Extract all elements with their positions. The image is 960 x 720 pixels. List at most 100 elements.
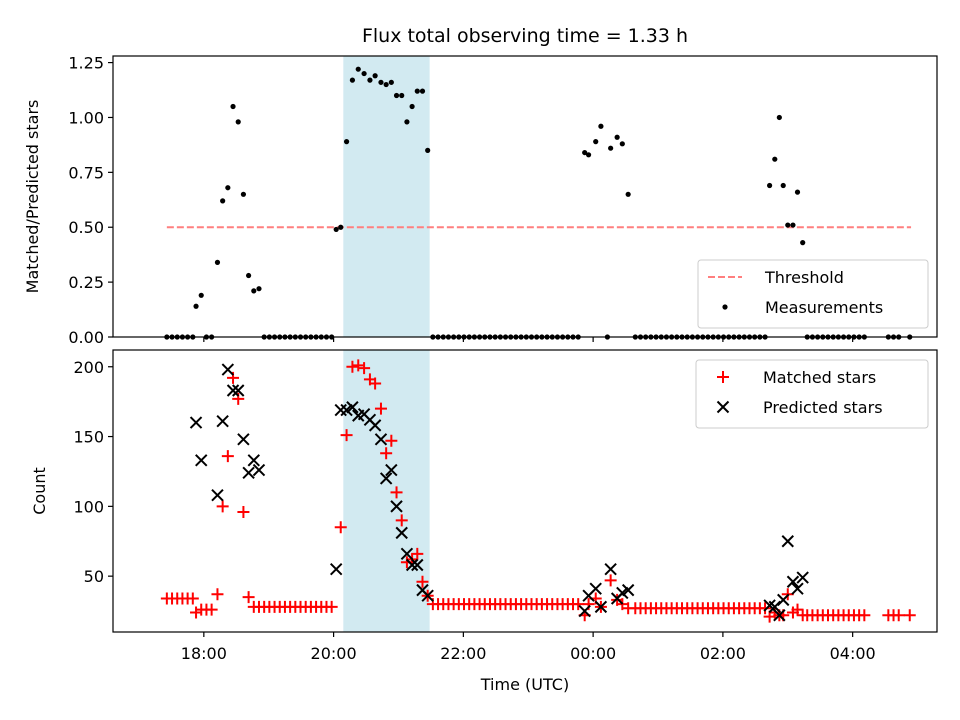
- y-tick-label: 100: [73, 497, 104, 516]
- matched-star-marker: [385, 434, 398, 447]
- y-tick-label: 0.00: [68, 328, 104, 347]
- measurement-point: [230, 103, 236, 110]
- legend: Matched stars Predicted stars: [695, 359, 929, 429]
- predicted-star-marker: [242, 466, 255, 480]
- highlight-band: [343, 56, 430, 337]
- predicted-star-marker: [226, 384, 240, 397]
- x-tick-label: 22:00: [440, 644, 486, 663]
- matched-star-marker: [352, 359, 365, 372]
- measurement-point: [367, 77, 373, 83]
- matched-star-marker: [190, 606, 203, 619]
- matched-star-marker: [216, 500, 229, 513]
- measurement-point: [220, 198, 226, 204]
- matched-star-marker: [221, 450, 234, 463]
- measurement-point: [349, 77, 356, 83]
- measurement-point: [193, 303, 199, 309]
- measurement-point: [361, 70, 367, 77]
- matched-star-marker: [411, 547, 424, 560]
- measurement-point: [246, 272, 252, 279]
- predicted-star-marker: [195, 454, 208, 467]
- measurement-point: [414, 88, 420, 94]
- predicted-star-marker: [781, 535, 794, 548]
- measurement-point: [372, 73, 378, 79]
- measurement-point: [378, 79, 384, 85]
- matched-star-marker: [242, 591, 255, 604]
- predicted-star-marker: [247, 454, 261, 467]
- predicted-star-marker: [346, 401, 359, 414]
- predicted-star-marker: [368, 419, 382, 432]
- predicted-star-marker: [374, 433, 388, 446]
- predicted-star-marker: [334, 403, 347, 417]
- axes-frame: [112, 55, 938, 338]
- y-tick-label: 200: [73, 358, 104, 377]
- x-tick-label: 18:00: [181, 644, 227, 663]
- measurement-point: [409, 103, 415, 110]
- measurement-point: [343, 139, 350, 145]
- measurement-point: [625, 191, 631, 197]
- series-plus: [160, 359, 916, 623]
- matched-star-marker: [205, 603, 218, 616]
- matched-star-marker: [395, 514, 408, 527]
- matched-star-marker: [572, 598, 585, 611]
- x-tick-label: 02:00: [700, 644, 746, 663]
- legend-entry-label: Matched stars: [763, 368, 876, 387]
- measurement-point: [780, 182, 786, 189]
- measurement-point: [388, 79, 394, 85]
- y-tick-label: 50: [84, 567, 104, 586]
- matched-star-marker: [390, 486, 403, 499]
- x-tick-label: 04:00: [830, 644, 876, 663]
- predicted-star-marker: [385, 463, 398, 477]
- y-tick-label: 0.50: [68, 218, 104, 237]
- predicted-star-marker: [421, 589, 434, 602]
- measurement-point: [256, 286, 262, 292]
- measurement-point: [598, 123, 604, 129]
- predicted-star-marker: [216, 414, 229, 428]
- matched-star-marker: [791, 603, 804, 616]
- predicted-star-marker: [232, 384, 245, 397]
- predicted-star-marker: [578, 604, 591, 618]
- measurement-point: [619, 141, 625, 147]
- legend-matched-swatch: [717, 371, 729, 383]
- y-tick-label: 0.75: [68, 163, 104, 182]
- matched-star-marker: [237, 505, 250, 518]
- legend-box: [697, 259, 929, 329]
- predicted-star-marker: [189, 416, 203, 429]
- matched-star-marker: [416, 575, 429, 588]
- legend-measurement-swatch: [722, 304, 728, 310]
- predicted-star-marker: [796, 571, 809, 584]
- measurement-point: [772, 156, 778, 162]
- chart-title: Flux total observing time = 1.33 h: [362, 25, 688, 47]
- matched-star-marker: [400, 556, 413, 569]
- measurement-point: [393, 92, 400, 99]
- y-tick-label: 150: [73, 428, 104, 447]
- matched-star-marker: [858, 609, 871, 622]
- measurement-point: [419, 88, 426, 94]
- matched-star-marker: [369, 377, 382, 390]
- measurement-point: [790, 222, 796, 228]
- predicted-star-marker: [379, 472, 393, 485]
- matched-star-marker: [380, 447, 393, 460]
- matched-star-marker: [604, 574, 617, 587]
- measurement-point: [794, 189, 801, 195]
- x-tick-label: 20:00: [311, 644, 357, 663]
- measurement-point: [585, 152, 592, 158]
- predicted-star-marker: [786, 575, 800, 588]
- y-tick-label: 1.25: [68, 54, 104, 73]
- legend-entry-label: Predicted stars: [763, 398, 883, 417]
- predicted-star-marker: [395, 526, 408, 540]
- predicted-star-marker: [329, 562, 343, 576]
- measurement-point: [785, 222, 791, 228]
- measurement-point: [338, 224, 344, 230]
- measurement-point: [333, 226, 339, 233]
- predicted-star-marker: [221, 363, 235, 376]
- predicted-star-marker: [405, 558, 419, 572]
- matched-star-marker: [374, 402, 387, 415]
- measurement-point: [399, 92, 405, 99]
- measurement-point: [198, 292, 204, 298]
- y-axis-label: Count: [30, 467, 49, 515]
- predicted-star-marker: [589, 582, 602, 595]
- measurement-point: [240, 191, 247, 197]
- measurement-point: [800, 240, 806, 246]
- measurement-point: [425, 147, 431, 153]
